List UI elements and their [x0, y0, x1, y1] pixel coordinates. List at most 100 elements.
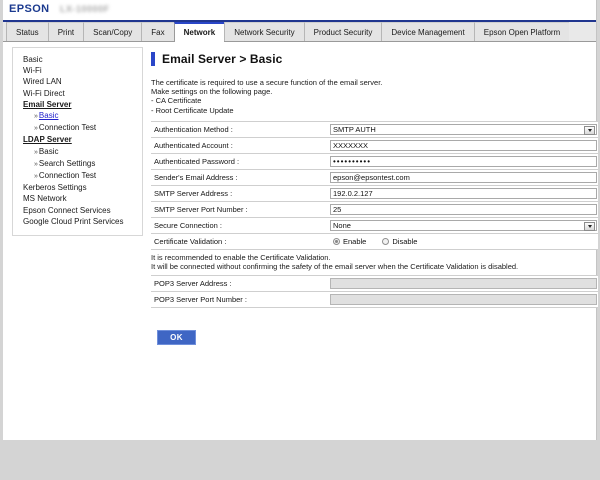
- sidebar-item-email-server-basic[interactable]: »Basic: [13, 110, 142, 122]
- sender-email-label: Sender's Email Address :: [151, 169, 330, 186]
- sub-arrow-icon: »: [34, 173, 38, 181]
- sidebar-nav: Basic Wi-Fi Wired LAN Wi-Fi Direct Email…: [12, 47, 143, 237]
- sidebar-group-ldap-server[interactable]: LDAP Server: [23, 135, 72, 145]
- table-row-pop3-port: POP3 Server Port Number :: [151, 291, 598, 308]
- pop3-port-input: [330, 294, 597, 306]
- sender-email-cell: epson@epsontest.com: [330, 169, 598, 186]
- secure-connection-label: Secure Connection :: [151, 217, 330, 234]
- tab-epson-open-platform[interactable]: Epson Open Platform: [473, 22, 571, 41]
- sidebar-item-wired-lan[interactable]: Wired LAN: [23, 77, 62, 87]
- smtp-address-input[interactable]: 192.0.2.127: [330, 187, 597, 199]
- auth-password-input[interactable]: ••••••••••: [330, 155, 597, 167]
- cert-validation-radio-group: Enable Disable: [330, 237, 597, 246]
- sidebar-item-label: Search Settings: [38, 158, 96, 168]
- cert-validation-label: Certificate Validation :: [151, 233, 330, 250]
- sidebar-item-ldap-basic[interactable]: »Basic: [13, 146, 142, 158]
- main-tabbar: Status Print Scan/Copy Fax Network Netwo…: [3, 22, 596, 42]
- sub-arrow-icon: »: [34, 160, 38, 168]
- cert-validation-note: It is recommended to enable the Certific…: [151, 253, 598, 271]
- sidebar-item-ldap-connection-test[interactable]: »Connection Test: [13, 170, 142, 182]
- table-row-auth-account: Authenticated Account : XXXXXXX: [151, 137, 598, 154]
- description-line-3: - CA Certificate: [151, 96, 202, 106]
- tab-network[interactable]: Network: [173, 22, 226, 42]
- tab-status[interactable]: Status: [6, 22, 49, 41]
- tab-product-security[interactable]: Product Security: [303, 22, 383, 41]
- pop3-address-label: POP3 Server Address :: [151, 275, 330, 292]
- pop3-port-cell: [330, 291, 598, 308]
- auth-account-label: Authenticated Account :: [151, 137, 330, 154]
- ok-button[interactable]: OK: [157, 330, 196, 346]
- sidebar-item-google-cloud-print-services[interactable]: Google Cloud Print Services: [23, 216, 124, 226]
- cert-validation-enable-label: Enable: [343, 236, 367, 246]
- epson-logo: EPSON: [9, 3, 50, 15]
- table-row-secure-connection: Secure Connection : None: [151, 217, 598, 234]
- description-line-4: - Root Certificate Update: [151, 105, 234, 115]
- email-settings-table: Authentication Method : SMTP AUTH Authen…: [151, 120, 598, 250]
- browser-page: EPSON LX-10000F Status Print Scan/Copy F…: [0, 0, 600, 450]
- sidebar-item-ldap-search-settings[interactable]: »Search Settings: [13, 158, 142, 170]
- sidebar-item-label: Basic: [38, 111, 59, 121]
- sidebar-item-email-server-connection-test[interactable]: »Connection Test: [13, 122, 142, 134]
- sidebar-item-epson-connect-services[interactable]: Epson Connect Services: [23, 205, 111, 215]
- smtp-port-input[interactable]: 25: [330, 203, 597, 215]
- content-area: Basic Wi-Fi Wired LAN Wi-Fi Direct Email…: [3, 42, 598, 440]
- tab-scan-copy[interactable]: Scan/Copy: [83, 22, 143, 41]
- sender-email-input[interactable]: epson@epsontest.com: [330, 171, 597, 183]
- auth-account-cell: XXXXXXX: [330, 137, 598, 154]
- table-row-smtp-port: SMTP Server Port Number : 25: [151, 201, 598, 218]
- table-row-cert-validation: Certificate Validation : Enable Disable: [151, 233, 598, 250]
- radio-unselected-icon[interactable]: [382, 237, 390, 245]
- sidebar-item-wifi-direct[interactable]: Wi-Fi Direct: [23, 88, 65, 98]
- page-title-text: Email Server > Basic: [162, 52, 283, 66]
- tabbar-filler: [569, 22, 596, 41]
- sidebar-item-label: Basic: [38, 146, 59, 156]
- auth-account-input[interactable]: XXXXXXX: [330, 139, 597, 151]
- cert-validation-disable-label: Disable: [392, 236, 418, 246]
- page-bottom-margin: [0, 441, 600, 450]
- description-line-1: The certificate is required to use a sec…: [151, 78, 383, 87]
- sidebar-item-ms-network[interactable]: MS Network: [23, 194, 67, 204]
- tab-network-security[interactable]: Network Security: [224, 22, 305, 41]
- tab-fax[interactable]: Fax: [141, 22, 175, 41]
- table-row-sender-email: Sender's Email Address : epson@epsontest…: [151, 169, 598, 186]
- smtp-address-label: SMTP Server Address :: [151, 185, 330, 202]
- tab-print[interactable]: Print: [47, 22, 85, 41]
- secure-connection-select[interactable]: None: [330, 219, 597, 231]
- page-title: Email Server > Basic: [151, 52, 598, 66]
- sidebar-item-wifi[interactable]: Wi-Fi: [23, 66, 42, 76]
- cert-validation-cell: Enable Disable: [330, 233, 598, 250]
- sub-arrow-icon: »: [34, 113, 38, 121]
- sidebar-item-kerberos-settings[interactable]: Kerberos Settings: [23, 183, 87, 193]
- auth-method-select[interactable]: SMTP AUTH: [330, 123, 597, 135]
- chevron-down-icon[interactable]: [584, 125, 595, 135]
- table-row-smtp-address: SMTP Server Address : 192.0.2.127: [151, 185, 598, 202]
- sidebar-item-label: Connection Test: [38, 123, 97, 133]
- sub-arrow-icon: »: [34, 125, 38, 133]
- description-line-2: Make settings on the following page.: [151, 87, 273, 97]
- pop3-address-input: [330, 278, 597, 290]
- auth-method-label: Authentication Method :: [151, 121, 330, 138]
- radio-selected-icon[interactable]: [333, 237, 340, 245]
- secure-connection-cell: None: [330, 217, 598, 234]
- page-description: The certificate is required to use a sec…: [151, 78, 598, 115]
- pop3-port-label: POP3 Server Port Number :: [151, 291, 330, 308]
- cert-validation-enable-option[interactable]: Enable: [333, 237, 366, 246]
- pop3-address-cell: [330, 275, 598, 292]
- auth-method-value: SMTP AUTH: [333, 124, 376, 134]
- sidebar-group-email-server[interactable]: Email Server: [23, 99, 72, 109]
- web-config-window: EPSON LX-10000F Status Print Scan/Copy F…: [3, 0, 598, 440]
- sidebar-item-basic[interactable]: Basic: [23, 55, 43, 64]
- chevron-down-icon[interactable]: [584, 221, 595, 231]
- printer-model-label: LX-10000F: [60, 4, 110, 14]
- cert-validation-disable-option[interactable]: Disable: [382, 237, 417, 246]
- form-actions: OK: [151, 330, 598, 480]
- table-row-auth-password: Authenticated Password : ••••••••••: [151, 153, 598, 170]
- auth-password-label: Authenticated Password :: [151, 153, 330, 170]
- title-accent-bar: [151, 52, 155, 66]
- smtp-port-cell: 25: [330, 201, 598, 218]
- smtp-port-label: SMTP Server Port Number :: [151, 201, 330, 218]
- sub-arrow-icon: »: [34, 148, 38, 156]
- auth-method-cell: SMTP AUTH: [330, 121, 598, 138]
- note-line-1: It is recommended to enable the Certific…: [151, 252, 331, 262]
- tab-device-management[interactable]: Device Management: [381, 22, 475, 41]
